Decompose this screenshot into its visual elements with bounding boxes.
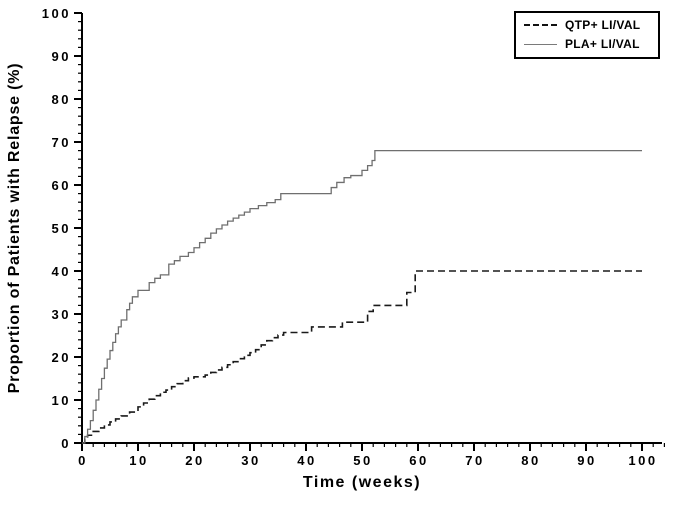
y-tick-label: 30 <box>52 307 71 322</box>
y-tick-label: 20 <box>52 350 71 365</box>
legend-label-qtp: QTP+ LI/VAL <box>565 18 641 32</box>
x-tick-label: 60 <box>409 453 428 468</box>
legend-item-qtp: QTP+ LI/VAL <box>524 18 652 32</box>
legend-label-pla: PLA+ LI/VAL <box>565 37 640 51</box>
y-tick-label: 50 <box>52 221 71 236</box>
x-tick-label: 70 <box>465 453 484 468</box>
x-tick-label: 80 <box>521 453 540 468</box>
solid-line-swatch <box>524 43 557 45</box>
y-tick-label: 90 <box>52 49 71 64</box>
x-tick-label: 50 <box>353 453 372 468</box>
legend: QTP+ LI/VAL PLA+ LI/VAL <box>514 11 660 59</box>
y-axis-title: Proportion of Patients with Relapse (%) <box>6 62 23 394</box>
y-tick-label: 60 <box>52 178 71 193</box>
y-tick-label: 0 <box>61 436 71 451</box>
y-tick-label: 40 <box>52 264 71 279</box>
x-tick-label: 10 <box>129 453 148 468</box>
series-line-qtp <box>82 270 642 444</box>
x-axis-title: Time (weeks) <box>302 474 422 491</box>
x-tick-label: 40 <box>297 453 316 468</box>
y-tick-label: 70 <box>52 135 71 150</box>
x-tick-label: 20 <box>185 453 204 468</box>
y-tick-label: 80 <box>52 92 71 107</box>
x-tick-label: 30 <box>241 453 260 468</box>
x-tick-label: 100 <box>628 453 657 468</box>
x-tick-label: 0 <box>78 453 88 468</box>
y-tick-label: 100 <box>42 6 71 21</box>
y-tick-label: 10 <box>52 393 71 408</box>
x-tick-label: 90 <box>577 453 596 468</box>
dashed-line-swatch <box>524 24 557 26</box>
series-line-pla <box>82 149 642 444</box>
legend-item-pla: PLA+ LI/VAL <box>524 37 652 51</box>
